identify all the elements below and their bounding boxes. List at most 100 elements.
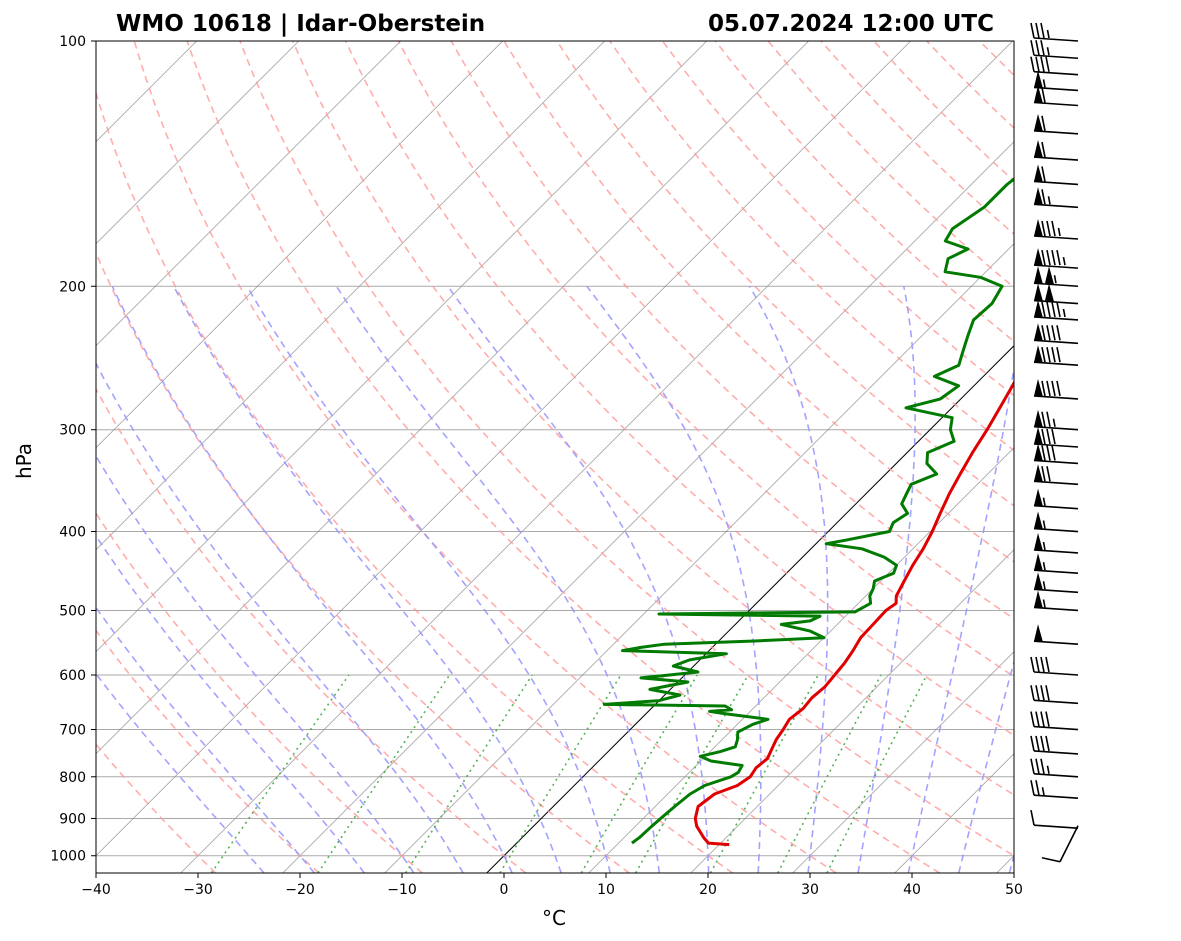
dry-adiabat: [556, 41, 1014, 507]
mixing-ratio-lines: [210, 674, 928, 873]
y-axis-ticks: 100 200 300 400 500 600 700 800 900 1000: [50, 34, 96, 865]
wind-barb: [1033, 590, 1079, 612]
isotherm--80: [96, 41, 504, 449]
mixing-ratio-line: [317, 674, 451, 873]
moist-adiabat: [857, 286, 916, 873]
y-tick-label: 100: [59, 34, 86, 50]
moist-adiabat: [447, 285, 710, 873]
y-tick-label: 600: [59, 668, 86, 684]
wind-barb: [1030, 809, 1079, 829]
dry-adiabat: [609, 41, 1014, 452]
wind-barb: [1033, 248, 1079, 269]
wind-barb: [1030, 735, 1079, 755]
isotherm--40: [96, 41, 912, 857]
isotherm--30: [180, 41, 1014, 873]
moist-adiabat: [957, 659, 1014, 873]
wind-barb: [1030, 711, 1079, 731]
wind-barb: [1033, 572, 1079, 594]
mixing-ratio-line: [826, 674, 928, 873]
dry-adiabat: [96, 511, 423, 873]
wind-barb: [1033, 266, 1079, 288]
y-tick-label: 200: [59, 279, 86, 295]
wind-barb: [1033, 85, 1079, 107]
x-tick-label: 50: [1005, 882, 1023, 898]
wind-barb: [1030, 40, 1079, 60]
dry-adiabat: [96, 387, 527, 873]
isotherm--10: [384, 243, 1014, 873]
dry-adiabat: [186, 41, 941, 873]
wind-barb: [1033, 511, 1079, 533]
dry-adiabat: [96, 629, 320, 873]
isotherm--70: [96, 41, 606, 551]
dry-adiabat: [503, 41, 1014, 563]
dry-adiabat: [96, 90, 734, 873]
moist-adiabat: [586, 285, 762, 873]
moist-adiabat: [96, 361, 464, 873]
wind-barb: [1033, 409, 1079, 431]
moist-adiabat: [335, 285, 661, 873]
wind-barb: [1033, 443, 1079, 465]
wind-barb: [1033, 426, 1079, 448]
moist-adiabat: [172, 285, 562, 873]
moist-adiabat: [96, 606, 315, 873]
wind-barb: [1033, 283, 1079, 305]
x-tick-label: −40: [81, 882, 111, 898]
plot-frame: [95, 40, 1015, 874]
y-axis-label: hPa: [12, 443, 36, 479]
dry-adiabat: [661, 41, 1014, 397]
dewpoint-line: [602, 177, 1014, 845]
dry-adiabat: [344, 41, 1014, 737]
isotherm-0: [486, 345, 1014, 873]
dry-adiabat: [239, 41, 1014, 857]
wind-barb: [1041, 825, 1079, 863]
wind-barb: [1033, 345, 1079, 367]
temperature-line: [693, 380, 1014, 847]
x-axis-ticks: −40 −30 −20 −10 0 10 20 30 40 50: [81, 873, 1023, 898]
wind-barb: [1033, 113, 1079, 135]
wind-barb: [1030, 685, 1079, 705]
x-tick-label: −30: [183, 882, 213, 898]
wind-barb: [1033, 70, 1079, 92]
y-tick-label: 900: [59, 811, 86, 827]
title-datetime: 05.07.2024 12:00 UTC: [708, 11, 994, 37]
wind-barb: [1033, 532, 1079, 554]
wind-barb: [1033, 378, 1079, 400]
mixing-ratio-line: [499, 674, 622, 873]
wind-barb: [1030, 22, 1079, 42]
wind-barb: [1030, 758, 1079, 778]
wind-barb: [1030, 780, 1079, 800]
wind-barb: [1033, 187, 1079, 209]
wind-barb: [1033, 464, 1079, 486]
wind-barb: [1033, 323, 1079, 345]
isotherm-20: [690, 549, 1014, 873]
moist-adiabats: [96, 285, 1014, 873]
moist-adiabat: [96, 672, 265, 873]
isotherm-10: [588, 447, 1014, 873]
isotherm--90: [96, 41, 402, 347]
y-tick-label: 300: [59, 423, 86, 439]
wind-barb: [1030, 56, 1079, 76]
isotherm--100: [96, 41, 300, 245]
x-axis-label: °C: [542, 906, 566, 930]
isotherm--50: [96, 41, 810, 755]
wind-barb: [1030, 656, 1079, 676]
mixing-ratio-line: [709, 674, 819, 873]
moist-adiabat: [748, 285, 829, 873]
isotherms: [96, 41, 1014, 873]
mixing-ratio-line: [404, 674, 533, 873]
wind-barbs: [1030, 22, 1079, 863]
x-tick-label: 10: [597, 882, 615, 898]
moist-adiabat: [111, 285, 513, 873]
wind-barb: [1033, 164, 1079, 186]
moist-adiabat: [907, 363, 1014, 873]
isotherm--60: [96, 41, 708, 653]
moist-adiabat: [96, 454, 415, 873]
moist-adiabat: [246, 285, 611, 873]
dry-adiabats: [96, 41, 1014, 873]
mixing-ratio-line: [210, 674, 350, 873]
mixing-ratio-line: [580, 674, 698, 873]
title-station: WMO 10618 | Idar-Oberstein: [116, 11, 485, 37]
x-tick-label: −10: [387, 882, 417, 898]
